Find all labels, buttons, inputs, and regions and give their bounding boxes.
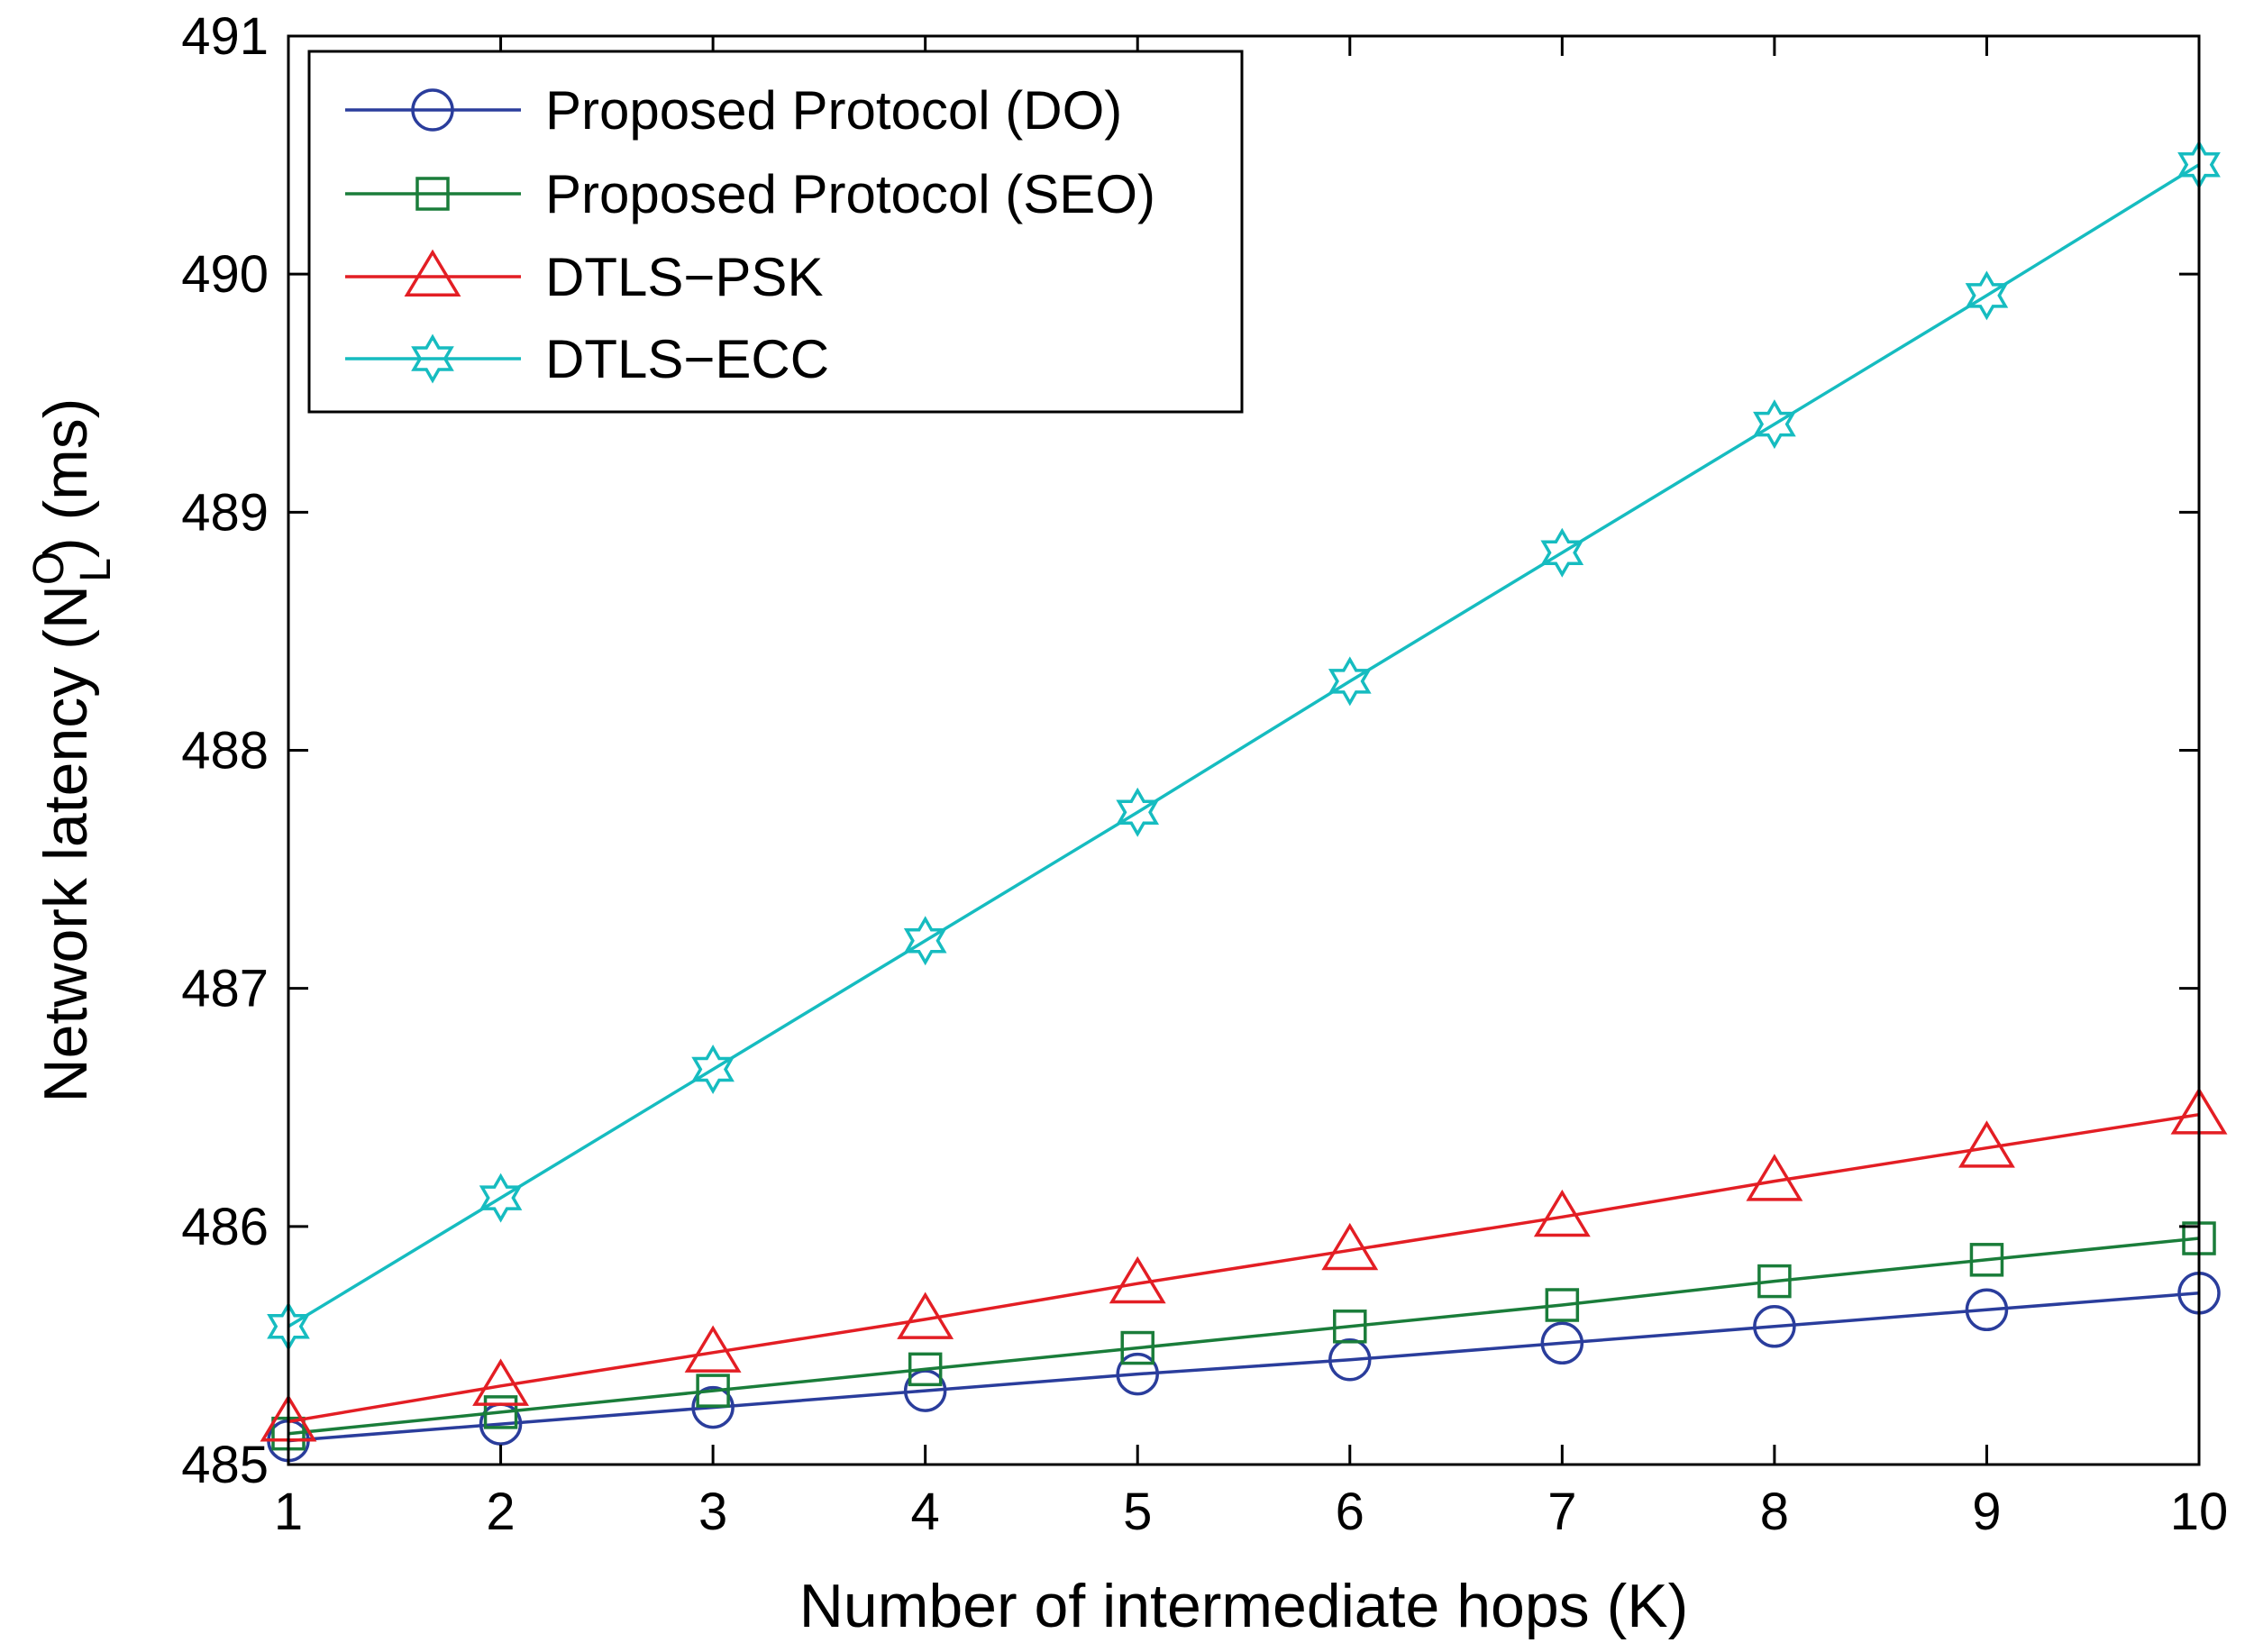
legend: Proposed Protocol (DO) Proposed Protocol … — [307, 50, 1244, 414]
legend-item: DTLS−ECC — [345, 329, 829, 389]
data-point — [1333, 1310, 1367, 1344]
data-point — [1757, 1264, 1792, 1299]
data-point — [696, 1374, 730, 1408]
data-point — [691, 1385, 735, 1429]
data-point — [1540, 1321, 1584, 1365]
data-point — [1533, 1189, 1591, 1237]
y-tick-label: 487 — [181, 960, 269, 1018]
legend-item: DTLS−PSK — [345, 247, 823, 307]
y-axis-title-superscript: O — [25, 552, 73, 585]
data-point — [1969, 1243, 2004, 1277]
data-point — [1746, 1154, 1803, 1201]
legend-label: Proposed Protocol (DO) — [545, 80, 1122, 141]
data-point — [684, 1325, 742, 1373]
x-tick-label: 4 — [911, 1483, 940, 1541]
data-point — [483, 1395, 518, 1429]
data-point — [897, 1291, 954, 1339]
data-point — [1120, 1330, 1154, 1365]
data-point — [1545, 1288, 1580, 1322]
legend-label: DTLS−ECC — [545, 329, 829, 389]
data-point — [903, 916, 947, 966]
x-tick-label: 6 — [1336, 1483, 1364, 1541]
y-axis-title-main: Network latency (N — [32, 585, 100, 1102]
x-tick-label: 3 — [698, 1483, 727, 1541]
legend-item: Proposed Protocol (DO) — [345, 80, 1122, 141]
x-tick-label: 5 — [1123, 1483, 1152, 1541]
y-tick-label: 488 — [181, 722, 269, 780]
data-point — [1321, 1222, 1379, 1271]
x-axis-title: Number of intermediate hops (K) — [799, 1572, 1688, 1640]
data-point — [1116, 1352, 1159, 1396]
data-point — [1965, 270, 2009, 321]
y-tick-label: 489 — [181, 483, 269, 542]
legend-item: Proposed Protocol (SEO) — [345, 164, 1155, 224]
y-axis-title-suffix: ) (ms) — [32, 398, 100, 558]
data-point — [903, 1369, 947, 1412]
legend-marker — [411, 333, 454, 384]
data-point — [1753, 1305, 1796, 1348]
legend-marker — [415, 177, 450, 211]
data-point — [1328, 656, 1372, 707]
y-axis-title-subscript: L — [72, 558, 120, 582]
data-point — [1753, 399, 1796, 450]
legend-label: Proposed Protocol (SEO) — [545, 164, 1155, 224]
legend-label: DTLS−PSK — [545, 247, 823, 307]
x-tick-label: 2 — [486, 1483, 515, 1541]
x-tick-label: 9 — [1972, 1483, 2001, 1541]
data-point — [1116, 787, 1160, 837]
y-axis-title: Network latency (NOL) (ms) — [25, 398, 120, 1103]
y-tick-label: 491 — [181, 7, 269, 66]
data-point — [1109, 1255, 1166, 1304]
y-tick-label: 485 — [181, 1436, 269, 1494]
plot-frame — [287, 34, 2201, 1466]
legend-marker — [411, 88, 454, 132]
data-point — [472, 1358, 529, 1406]
series-3 — [260, 1087, 2228, 1442]
plot-area — [260, 140, 2228, 1463]
series-line — [287, 163, 2200, 1328]
x-tick-label: 7 — [1547, 1483, 1576, 1541]
series-line — [287, 1291, 2200, 1443]
y-tick-label: 486 — [181, 1198, 269, 1256]
data-point — [1540, 527, 1584, 578]
x-tick-label: 10 — [2170, 1483, 2229, 1541]
data-point — [908, 1352, 943, 1387]
data-point — [1965, 1288, 2009, 1332]
series-4 — [267, 140, 2221, 1352]
legend-marker — [404, 249, 461, 297]
data-point — [1958, 1120, 2015, 1168]
series-2 — [271, 1221, 2216, 1451]
series-line — [287, 1237, 2200, 1436]
x-tick-label: 8 — [1760, 1483, 1789, 1541]
data-point — [691, 1044, 735, 1095]
series-line — [287, 1112, 2200, 1424]
y-tick-label: 490 — [181, 245, 269, 304]
x-tick-label: 1 — [274, 1483, 303, 1541]
axis-ticks: 1 2 3 4 5 6 7 8 9 10 485 486 487 488 489 490 491 — [181, 7, 2228, 1541]
data-point — [1328, 1338, 1372, 1382]
data-point — [479, 1173, 523, 1223]
